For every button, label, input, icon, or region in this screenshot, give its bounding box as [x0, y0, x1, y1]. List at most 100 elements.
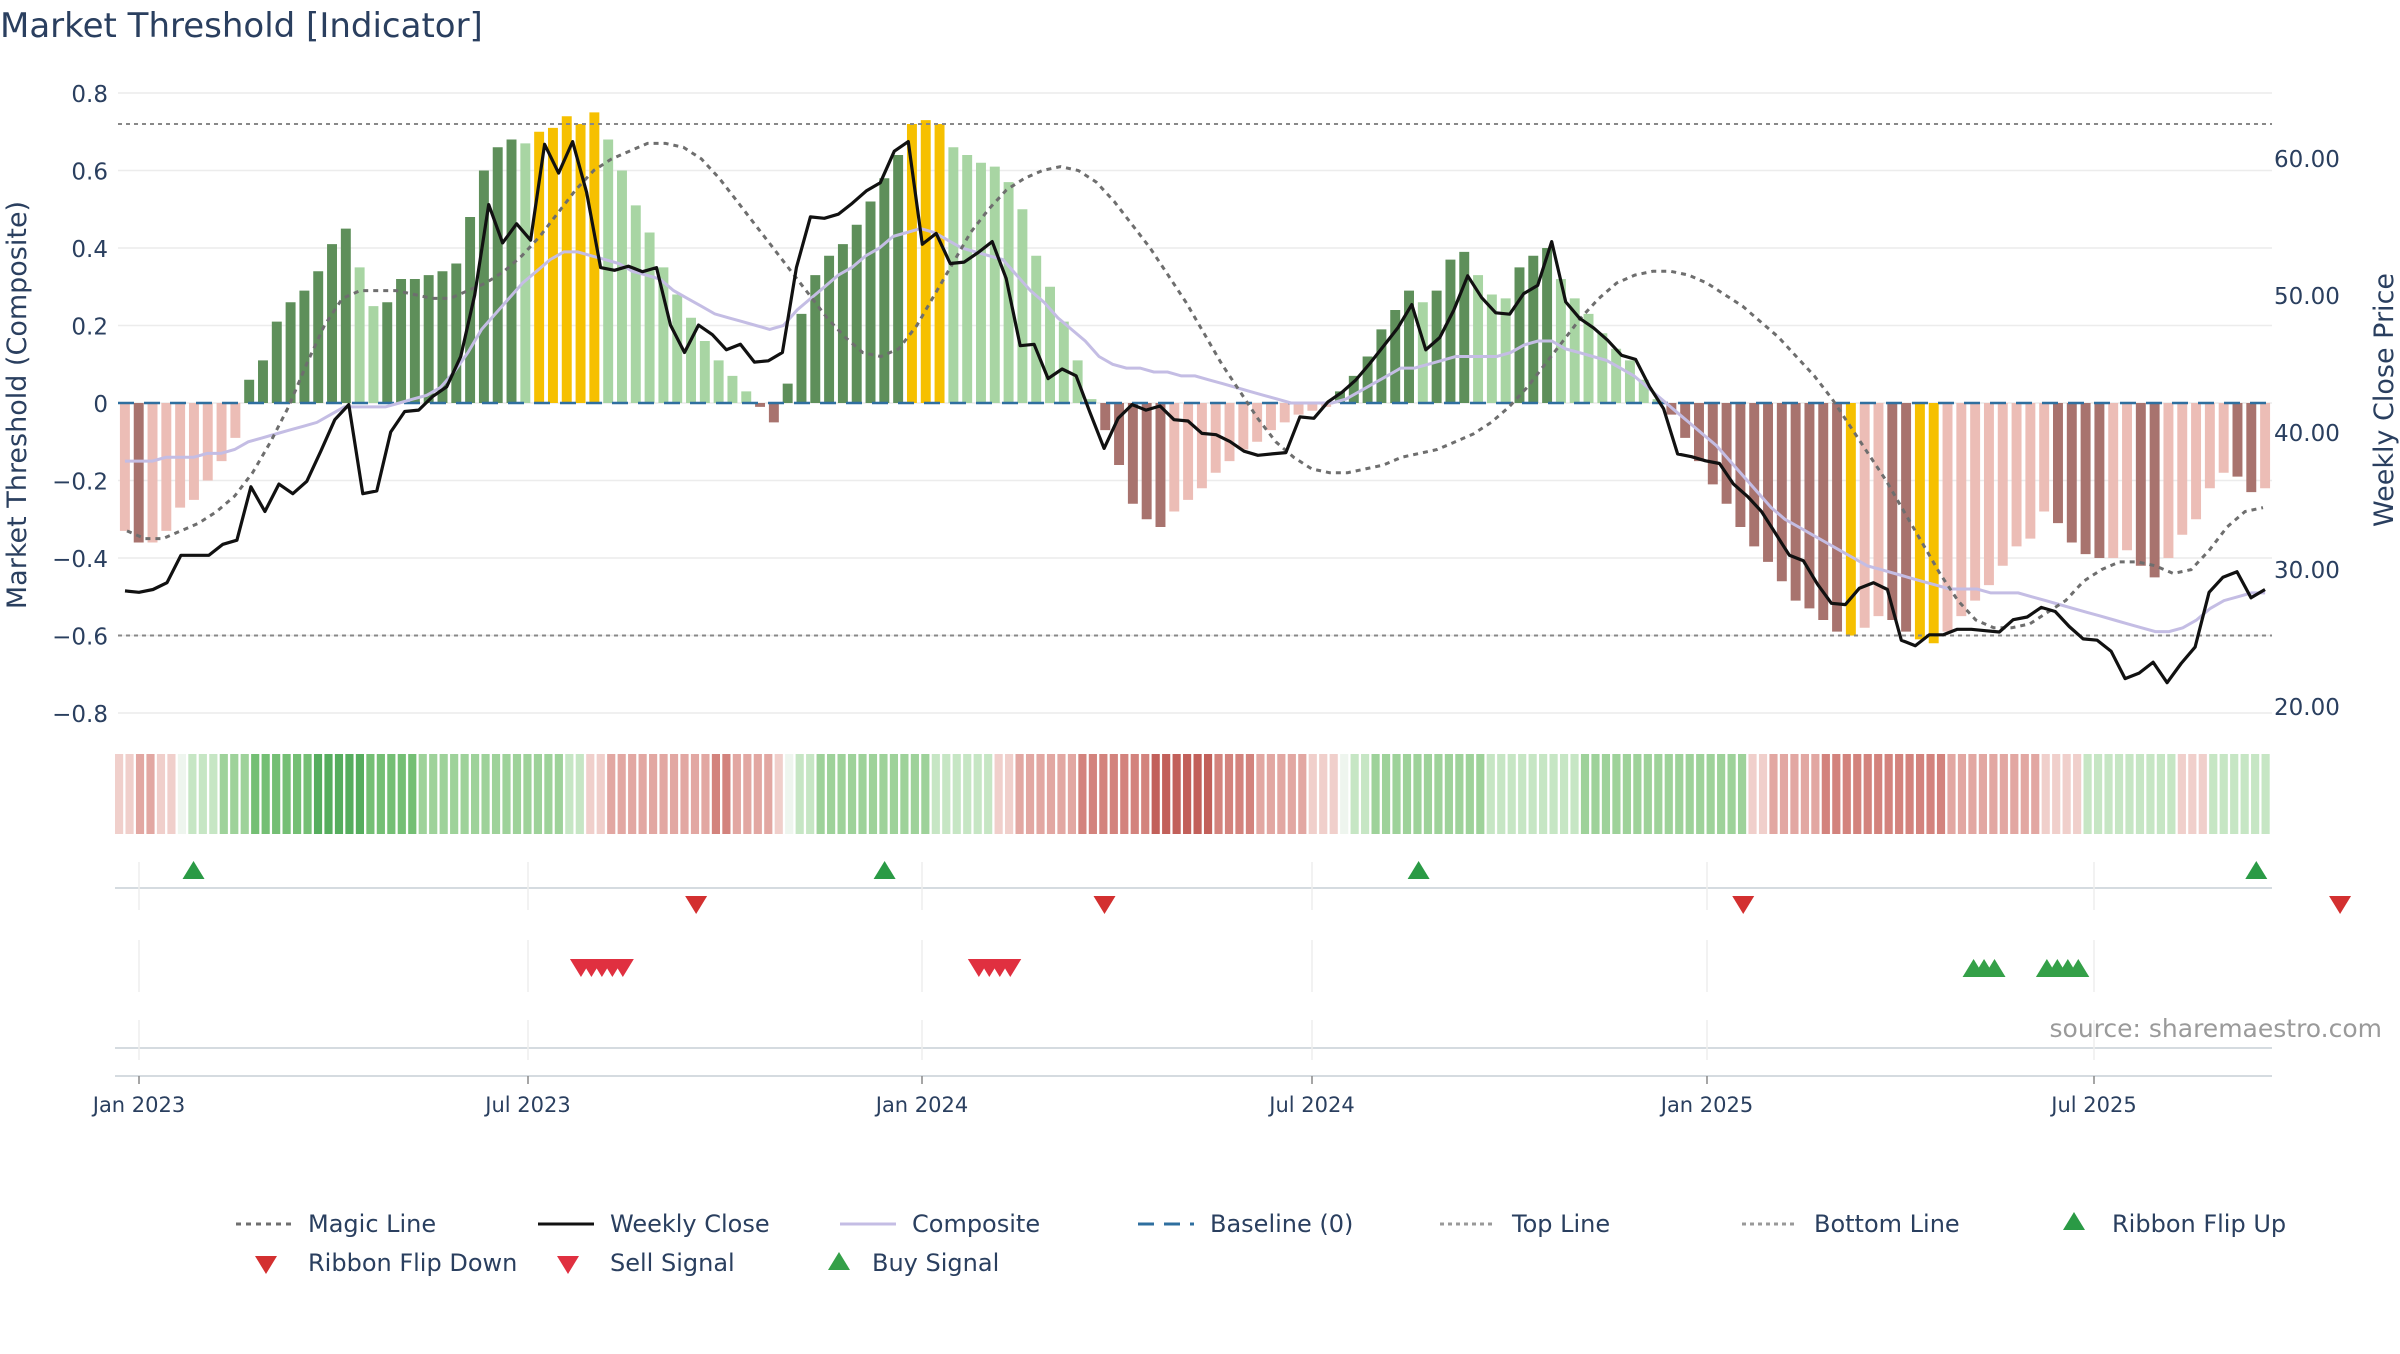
y2-axis-title: Weekly Close Price: [2369, 273, 2400, 527]
ribbon-cell: [942, 754, 951, 834]
composite-bar: [1956, 403, 1967, 617]
ribbon-cell: [1821, 754, 1830, 834]
composite-bar: [147, 403, 158, 543]
composite-bar: [2177, 403, 2188, 535]
ribbon-cell: [219, 754, 228, 834]
ribbon-cell: [994, 754, 1003, 834]
ribbon-cell: [1895, 754, 1904, 834]
ribbon-cell: [1005, 754, 1014, 834]
ribbon-cell: [565, 754, 574, 834]
ribbon-cell: [397, 754, 406, 834]
ribbon-cell: [355, 754, 364, 834]
ribbon-cell: [921, 754, 930, 834]
composite-bar: [575, 124, 586, 403]
sell-signal-marker: [611, 959, 634, 977]
ribbon-cell: [868, 754, 878, 834]
legend-label: Sell Signal: [610, 1249, 735, 1277]
ribbon-cell: [1287, 754, 1296, 834]
composite-bar: [258, 360, 268, 403]
ribbon-cell: [1423, 754, 1433, 834]
composite-bar: [1127, 403, 1138, 504]
legend-swatch-flip-up: [2063, 1212, 2085, 1230]
ribbon-cell: [1779, 754, 1789, 834]
ribbon-cell: [1790, 754, 1799, 834]
legend-label: Top Line: [1511, 1210, 1610, 1238]
composite-bar: [1583, 313, 1594, 403]
ribbon-cell: [2240, 754, 2249, 834]
composite-bar: [561, 116, 572, 403]
composite-bar: [230, 403, 241, 438]
composite-bar: [1997, 403, 2008, 566]
ribbon-cell: [1224, 754, 1234, 834]
composite-bar: [340, 228, 351, 403]
composite-bar: [989, 166, 1000, 403]
composite-bar: [1735, 403, 1746, 527]
composite-bar: [1114, 403, 1125, 465]
composite-bar: [1390, 310, 1401, 403]
ribbon-cell: [1298, 754, 1307, 834]
composite-bar: [782, 383, 793, 403]
y2-tick-label: 30.00: [2274, 558, 2340, 584]
ribbon-cell: [1350, 754, 1359, 834]
ribbon-cell: [1853, 754, 1862, 834]
ribbon-cell: [198, 754, 207, 834]
ribbon-cell: [251, 754, 260, 834]
legend-label: Ribbon Flip Down: [308, 1249, 517, 1277]
ribbon-cell: [1057, 754, 1066, 834]
ribbon-flip-up-marker: [873, 861, 896, 879]
ribbon-cell: [1947, 754, 1956, 834]
ribbon-cell: [1371, 754, 1380, 834]
ribbon-cell: [1078, 754, 1087, 834]
ribbon-cell: [827, 754, 836, 834]
composite-bar: [948, 147, 959, 403]
ribbon-cell: [1151, 754, 1160, 834]
composite-bar: [644, 232, 655, 403]
ribbon-cell: [785, 754, 794, 834]
ribbon-cell: [2198, 754, 2207, 834]
legend-swatch-sell: [557, 1256, 579, 1274]
composite-bar: [1265, 403, 1276, 431]
composite-bar: [1238, 403, 1249, 450]
y2-tick-label: 40.00: [2274, 421, 2340, 447]
ribbon-cell: [1528, 754, 1537, 834]
composite-bar: [1045, 286, 1055, 403]
x-tick-label: Jul 2024: [1267, 1093, 1354, 1117]
ribbon-cell: [1591, 754, 1600, 834]
ribbon-cell: [1978, 754, 1987, 834]
ribbon-cell: [1758, 754, 1768, 834]
y-tick-label: −0.4: [52, 547, 108, 573]
composite-bar: [920, 120, 931, 403]
composite-bar: [1417, 302, 1428, 403]
ribbon-cell: [2083, 754, 2092, 834]
ribbon-cell: [324, 754, 333, 834]
composite-bar: [824, 255, 835, 403]
ribbon-cell: [230, 754, 239, 834]
composite-bar: [755, 403, 766, 407]
ribbon-cell: [1413, 754, 1422, 834]
ribbon-cell: [847, 754, 857, 834]
ribbon-cell: [533, 754, 543, 834]
composite-bar: [1528, 255, 1539, 403]
ribbon-cell: [659, 754, 668, 834]
ribbon-cell: [900, 754, 909, 834]
ribbon-cell: [313, 754, 323, 834]
composite-bar: [1279, 403, 1290, 423]
ribbon-cell: [1256, 754, 1265, 834]
ribbon-cell: [240, 754, 249, 834]
ribbon-cell: [764, 754, 773, 834]
ribbon-cell: [596, 754, 605, 834]
composite-bar: [2246, 403, 2257, 493]
composite-bar: [713, 360, 724, 403]
signal-markers: [182, 861, 2352, 1274]
ribbon-cell: [952, 754, 961, 834]
ribbon-cell: [1088, 754, 1097, 834]
composite-bar: [1721, 403, 1732, 504]
composite-bar: [1624, 360, 1635, 403]
composite-bar: [1942, 403, 1953, 632]
composite-bar: [2260, 403, 2271, 489]
ribbon-cell: [984, 754, 993, 834]
y-tick-label: 0: [93, 392, 108, 418]
page-title: Market Threshold [Indicator]: [0, 6, 483, 46]
legend-label: Magic Line: [308, 1210, 436, 1238]
